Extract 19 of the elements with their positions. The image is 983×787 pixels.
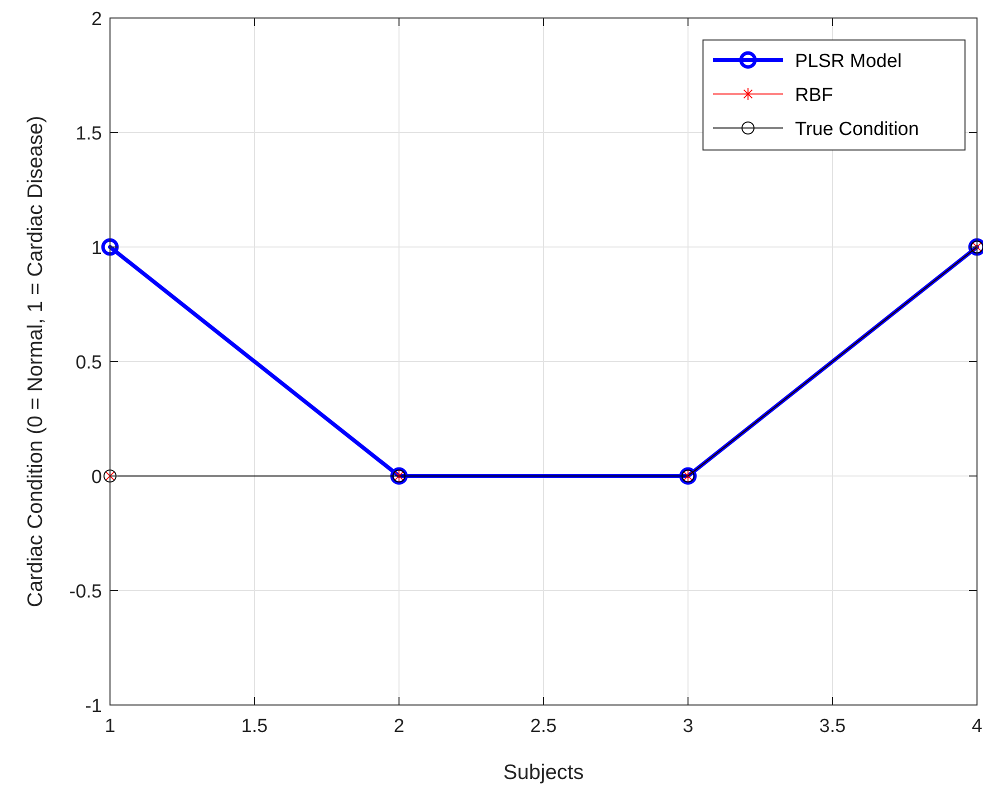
legend-label: RBF <box>795 85 833 106</box>
y-axis-title: Cardiac Condition (0 = Normal, 1 = Cardiac Disease) <box>24 116 47 608</box>
x-tick-label: 3 <box>682 716 694 737</box>
y-tick-label: -1 <box>85 696 102 717</box>
x-tick-label: 4 <box>972 716 983 737</box>
y-tick-label: 1.5 <box>76 124 102 144</box>
x-tick-label: 1 <box>104 716 116 737</box>
x-tick-label: 2.5 <box>530 716 557 737</box>
x-tick-label: 1.5 <box>241 716 268 737</box>
x-tick-label: 2 <box>394 716 404 737</box>
y-tick-label: 1 <box>91 238 102 259</box>
x-tick-label: 3.5 <box>819 716 846 737</box>
y-tick-label: -0.5 <box>69 582 102 602</box>
y-tick-label: 0 <box>91 467 102 488</box>
y-tick-label: 2 <box>91 9 102 30</box>
x-axis-title: Subjects <box>503 761 584 784</box>
y-tick-label: 0.5 <box>76 352 102 374</box>
legend-label: PLSR Model <box>795 51 902 72</box>
legend-label: True Condition <box>795 119 919 140</box>
